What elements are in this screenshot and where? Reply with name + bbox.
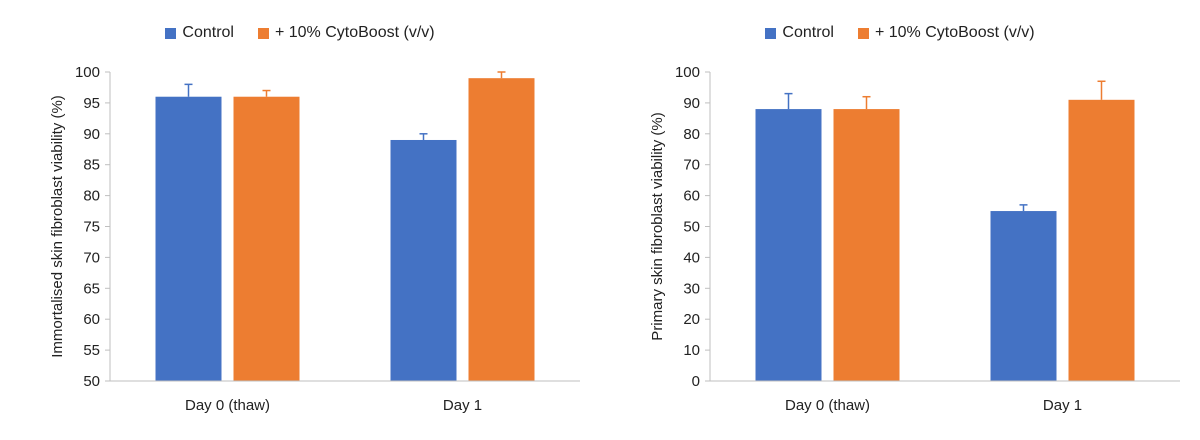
legend-swatch-cytoboost	[857, 27, 869, 39]
legend-item-control: Control	[765, 24, 834, 42]
y-tick-label: 80	[683, 126, 700, 143]
x-tick-label: Day 0 (thaw)	[785, 397, 870, 414]
legend-item-control: Control	[165, 24, 234, 42]
bar-cytoboost	[233, 96, 300, 381]
legend-item-cytoboost: + 10% CytoBoost (v/v)	[857, 24, 1035, 42]
y-tick-label: 60	[683, 188, 700, 205]
legend-swatch-control	[765, 27, 777, 39]
y-tick-label: 60	[83, 311, 100, 328]
bar-chart-immortalised: 50 55 60 65 70 75 80 85 90 95 100 Immortalised skin…	[49, 64, 580, 414]
y-tick-label: 40	[683, 249, 700, 266]
y-tick-label: 90	[83, 126, 100, 143]
y-tick-label: 90	[683, 95, 700, 112]
y-tick-label: 20	[683, 311, 700, 328]
legend-swatch-control	[165, 27, 177, 39]
legend-label-cytoboost: + 10% CytoBoost (v/v)	[274, 24, 435, 41]
bar-control	[390, 139, 457, 381]
y-tick-label: 85	[83, 157, 100, 174]
y-tick-label: 0	[692, 373, 700, 390]
y-tick-label: 55	[83, 342, 100, 359]
legend-label-cytoboost: + 10% CytoBoost (v/v)	[874, 24, 1035, 41]
legend-label-control: Control	[782, 24, 834, 41]
y-tick-label: 65	[83, 280, 100, 297]
bar-cytoboost	[833, 109, 900, 381]
bar-cytoboost	[468, 78, 535, 382]
bar-control	[155, 96, 222, 381]
y-axis-title: Primary skin fibroblast viability (%)	[649, 112, 666, 340]
bar-chart-primary: 0 10 20 30 40 50 60 70 80 90 100 Primary skin fibro…	[649, 64, 1180, 414]
x-tick-label: Day 1	[1043, 397, 1082, 414]
bar-control	[755, 109, 822, 381]
chart-panel-immortalised: Control + 10% CytoBoost (v/v) 50 55 60 65 70…	[0, 24, 600, 414]
x-tick-label: Day 1	[443, 397, 482, 414]
y-tick-label: 80	[83, 188, 100, 205]
y-tick-label: 95	[83, 95, 100, 112]
y-tick-label: 100	[75, 64, 100, 81]
y-tick-label: 30	[683, 280, 700, 297]
chart-panel-primary: Control + 10% CytoBoost (v/v) 0 10 20 30 40 5…	[600, 0, 1200, 440]
y-tick-label: 70	[83, 249, 100, 266]
legend-item-cytoboost: + 10% CytoBoost (v/v)	[257, 24, 435, 42]
y-tick-label: 50	[83, 373, 100, 390]
legend: Control + 10% CytoBoost (v/v)	[0, 24, 600, 42]
y-tick-label: 70	[683, 157, 700, 174]
y-tick-label: 75	[83, 219, 100, 236]
bar-cytoboost	[1068, 99, 1135, 381]
y-axis-title: Immortalised skin fibroblast viability (…	[49, 95, 66, 358]
legend: Control + 10% CytoBoost (v/v)	[600, 24, 1200, 42]
legend-label-control: Control	[182, 24, 234, 41]
y-tick-label: 50	[683, 219, 700, 236]
legend-swatch-cytoboost	[257, 27, 269, 39]
y-tick-label: 10	[683, 342, 700, 359]
y-tick-label: 100	[675, 64, 700, 81]
bar-control	[990, 211, 1057, 381]
x-tick-label: Day 0 (thaw)	[185, 397, 270, 414]
